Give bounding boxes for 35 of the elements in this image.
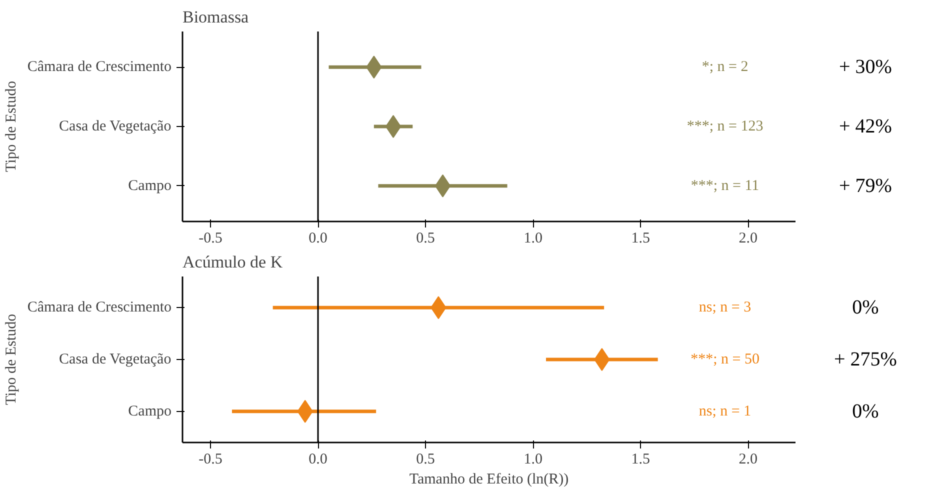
x-tick-label: 0.0 — [308, 452, 328, 468]
text: 0% — [852, 400, 879, 422]
x-tick-label: -0.5 — [198, 230, 222, 246]
y-tick-label: Campo — [128, 403, 172, 420]
text: 0% — [852, 296, 879, 319]
annotation: ***; n = 50 — [690, 352, 760, 368]
x-axis-title: Tamanho de Efeito (ln(R)) — [409, 472, 569, 488]
y-axis-title: Tipo de Estudo — [3, 314, 20, 406]
x-tick-label: 1.5 — [631, 230, 650, 246]
annotation: ***; n = 123 — [686, 118, 764, 134]
chart-title: Biomassa — [182, 8, 250, 26]
y-tick-label: Câmara de Crescimento — [27, 300, 172, 316]
y-tick-label: Casa de Vegetação — [59, 118, 172, 134]
annotation: ns; n = 1 — [698, 403, 752, 420]
x-tick-label: 2.0 — [738, 452, 758, 468]
x-tick-label: 2.0 — [738, 230, 758, 246]
y-tick-label: Casa de Vegetação — [59, 352, 172, 368]
x-tick-label: 1.0 — [524, 230, 542, 246]
y-tick-label: Câmara de Crescimento — [27, 59, 172, 76]
annotation: ***; n = 11 — [690, 178, 760, 194]
x-tick-label: 0.5 — [416, 230, 435, 246]
y-tick-label: Campo — [128, 178, 172, 194]
text: + 275% — [834, 348, 897, 370]
text: + 30% — [839, 56, 892, 78]
chart-title: Acúmulo de K — [182, 252, 284, 272]
x-tick-label: 0.5 — [416, 452, 435, 468]
annotation: ns; n = 3 — [698, 300, 752, 316]
x-tick-label: 1.0 — [524, 452, 542, 468]
annotation: *; n = 2 — [702, 59, 748, 76]
text: + 42% — [839, 116, 892, 138]
y-axis-title: Tipo de Estudo — [3, 80, 20, 172]
x-tick-label: 1.5 — [631, 452, 650, 468]
x-tick-label: 0.0 — [308, 230, 328, 246]
text: + 79% — [839, 174, 892, 197]
x-tick-label: -0.5 — [198, 452, 222, 468]
